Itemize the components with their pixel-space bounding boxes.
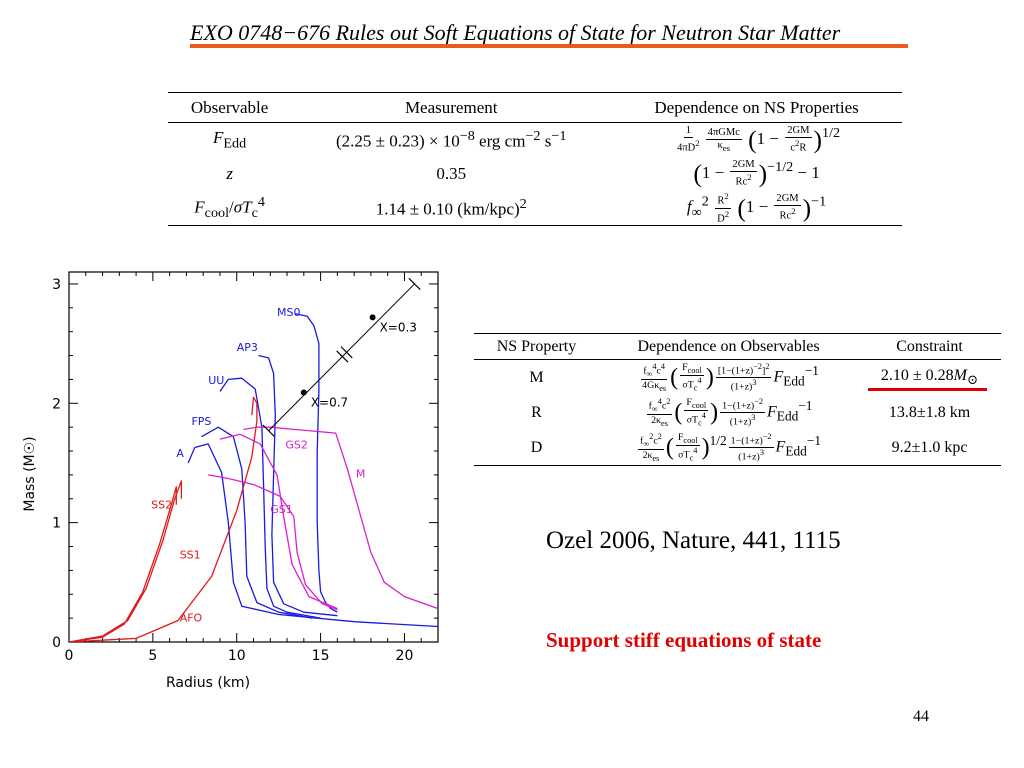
constraint-cell: 2.10 ± 0.28M⊙	[880, 366, 979, 388]
redshift-line-break	[340, 346, 353, 359]
header-constraint: Constraint	[858, 333, 1001, 360]
eos-label-gs1: GS1	[270, 503, 293, 516]
title-underline	[190, 44, 908, 48]
dependence-cell: f∞2 R2 D2 (1 − 2GM Rc2)−1	[611, 191, 902, 227]
page-number: 44	[913, 708, 929, 725]
table-row: M f∞4c4 4Gκes(Fcool σTc4) [1−(1+z)−2]2 (1+z)…	[474, 360, 1001, 396]
constraint-cell: 13.8±1.8 km	[888, 403, 971, 421]
header-dependence: Dependence on NS Properties	[611, 92, 902, 123]
eos-label-m: M	[356, 467, 366, 480]
x-tick-label: 10	[228, 648, 246, 664]
table-row: z 0.35 (1 − 2GM Rc2)−1/2 − 1	[168, 157, 902, 191]
table-row: Fcool/σTc4 1.14 ± 0.10 (km/kpc)2 f∞2 R2 D…	[168, 191, 902, 227]
composition-marker	[369, 314, 376, 321]
y-tick-label: 3	[52, 277, 61, 293]
dependence-cell: (1 − 2GM Rc2)−1/2 − 1	[693, 159, 820, 189]
x-axis-label: Radius (km)	[166, 675, 250, 691]
measurement-cell: 1.14 ± 0.10 (km/kpc)2	[291, 191, 612, 227]
redshift-line-break	[336, 350, 349, 363]
y-axis-label: Mass (M☉)	[22, 436, 38, 511]
redshift-line-endcap	[262, 424, 275, 437]
eos-label-ss2: SS2	[151, 498, 172, 511]
eos-curve-uu	[219, 377, 321, 619]
x-tick-label: 5	[148, 648, 157, 664]
plot-labels: MS0 AP3 UU FPS A SS2 SS1 AFO GS2 GS1 M	[151, 306, 365, 625]
eos-curve-a	[187, 443, 438, 628]
property-cell: R	[531, 403, 542, 421]
eos-label-a: A	[176, 447, 184, 460]
slide-title: EXO 0748−676 Rules out Soft Equations of…	[190, 20, 841, 45]
eos-label-ss1: SS1	[180, 548, 201, 561]
eos-curve-ms0	[295, 313, 338, 613]
table-row: R f∞4c2 2κes(Fcool σTc4) 1−(1+z)−2 (1+z)3 FEd…	[474, 395, 1001, 430]
x-tick-label: 0	[65, 648, 74, 664]
eos-label-ap3: AP3	[237, 341, 258, 354]
mass-radius-chart: 0 5 10 15 20 0 1 2 3 MS0 AP3 UU FPS A SS2 SS1 AFO GS2 GS1…	[22, 271, 439, 691]
x-tick-label: 15	[312, 648, 330, 664]
plot-series	[69, 313, 438, 642]
citation: Ozel 2006, Nature, 441, 1115	[546, 527, 841, 554]
composition-marker	[300, 389, 307, 396]
header-measurement: Measurement	[291, 92, 612, 123]
eos-curve-ss2	[69, 480, 183, 642]
eos-curve-afo	[69, 396, 258, 642]
eos-label-ms0: MS0	[277, 306, 300, 319]
eos-curve-fps	[201, 426, 313, 619]
eos-curve-gs1	[208, 474, 338, 611]
header-dependence-observables: Dependence on Observables	[598, 333, 859, 360]
constraints-table: NS Property Dependence on Observables Co…	[474, 333, 1001, 466]
constraint-cell: 9.2±1.0 kpc	[858, 430, 1001, 466]
composition-marker-label: X=0.3	[380, 320, 417, 334]
observable-cell: Fcool/σTc4	[168, 191, 292, 227]
property-cell: M	[529, 368, 544, 386]
redshift-line-endcap	[408, 277, 421, 291]
redshift-constraint-line: X=0.7 X=0.3	[262, 277, 421, 437]
constraint-highlight-underline	[868, 388, 987, 391]
eos-label-uu: UU	[208, 374, 224, 387]
observables-table: Observable Measurement Dependence on NS …	[168, 92, 902, 227]
plot-ticks: 0 5 10 15 20 0 1 2 3	[52, 272, 439, 664]
eos-label-gs2: GS2	[285, 439, 308, 452]
table-row: D f∞2c2 2κes(Fcool σTc4)1/2 1−(1+z)−2 (1+z)3…	[474, 430, 1001, 466]
conclusion-text: Support stiff equations of state	[546, 628, 822, 652]
eos-curve-ap3	[258, 354, 338, 617]
eos-label-afo: AFO	[180, 612, 203, 625]
measurement-cell: (2.25 ± 0.23) × 10−8 erg cm−2 s−1	[335, 128, 567, 151]
dependence-cell: f∞4c4 4Gκes(Fcool σTc4) [1−(1+z)−2]2 (1+z)3 F…	[641, 361, 819, 393]
dependence-cell: f∞2c2 2κes(Fcool σTc4)1/2 1−(1+z)−2 (1+z)3 FE…	[598, 430, 859, 466]
header-observable: Observable	[168, 92, 292, 123]
observable-cell: FEdd	[213, 127, 247, 152]
y-tick-label: 2	[52, 396, 61, 412]
dependence-cell: 1 4πD2 4πGMc κes (1 − 2GM c2R)1/2	[677, 125, 841, 155]
dependence-cell: f∞4c2 2κes(Fcool σTc4) 1−(1+z)−2 (1+z)3 FEdd−…	[646, 396, 813, 428]
eos-label-fps: FPS	[191, 415, 211, 428]
redshift-line	[268, 283, 415, 432]
table-row: FEdd (2.25 ± 0.23) × 10−8 erg cm−2 s−1 1…	[168, 123, 902, 158]
x-tick-label: 20	[396, 648, 414, 664]
header-ns-property: NS Property	[474, 333, 599, 360]
composition-marker-label: X=0.7	[311, 396, 348, 410]
y-tick-label: 0	[52, 635, 61, 651]
property-cell: D	[474, 430, 599, 466]
measurement-cell: 0.35	[436, 164, 467, 183]
observable-cell: z	[226, 164, 233, 183]
y-tick-label: 1	[52, 516, 61, 532]
eos-curve-ss1	[69, 486, 177, 642]
